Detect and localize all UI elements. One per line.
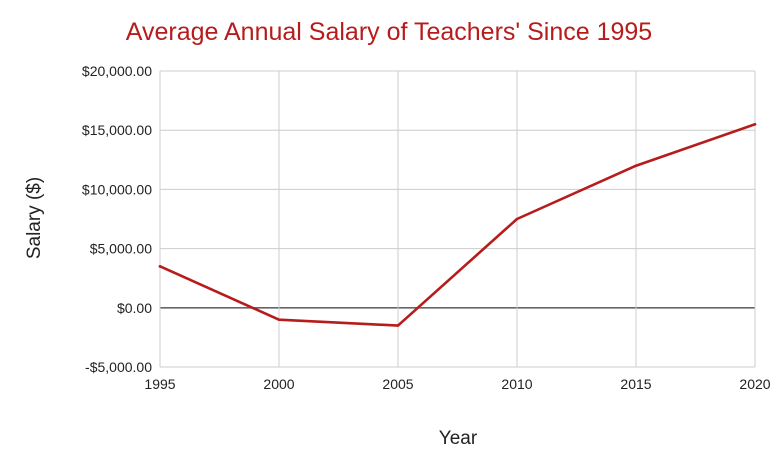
data-point [277, 318, 281, 321]
data-point [753, 122, 757, 126]
data-point [515, 217, 519, 221]
x-axis-title: Year [439, 428, 478, 449]
data-point [634, 164, 638, 168]
x-tick-label: 1995 [144, 376, 175, 392]
series-layer [158, 122, 757, 327]
chart-title: Average Annual Salary of Teachers' Since… [126, 18, 652, 46]
x-tick-labels: 1995 2000 2005 2010 2015 2020 [144, 376, 770, 392]
y-tick-labels: $20,000.00 $15,000.00 $10,000.00 $5,000.00 $… [82, 63, 152, 375]
series-line [158, 122, 757, 327]
y-tick-label: -$5,000.00 [85, 359, 152, 375]
y-tick-label: $5,000.00 [90, 241, 152, 257]
x-tick-label: 2020 [739, 376, 770, 392]
x-tick-label: 2000 [263, 376, 294, 392]
grid [159, 70, 756, 368]
y-tick-label: $15,000.00 [82, 122, 152, 138]
y-tick-label: $0.00 [117, 300, 152, 316]
x-tick-label: 2005 [382, 376, 413, 392]
data-point [158, 265, 162, 268]
x-tick-label: 2015 [620, 376, 651, 392]
y-axis-title: Salary ($) [24, 177, 45, 259]
x-tick-label: 2010 [501, 376, 532, 392]
data-point [396, 324, 400, 327]
y-tick-label: $20,000.00 [82, 63, 152, 79]
y-tick-label: $10,000.00 [82, 181, 152, 197]
